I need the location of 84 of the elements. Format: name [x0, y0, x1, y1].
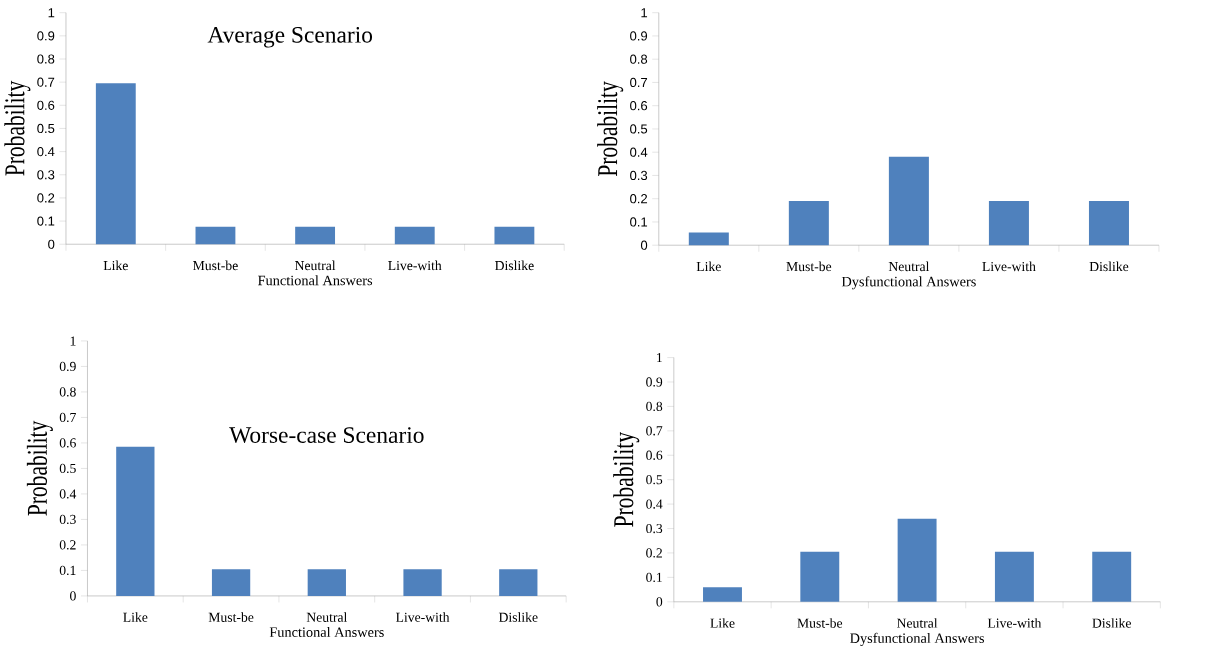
- y-tick-label: 0.3: [646, 523, 663, 533]
- y-tick-label: 0.3: [59, 514, 76, 524]
- y-tick-label: 0.8: [630, 54, 648, 64]
- x-tick-label: Neutral: [306, 612, 348, 622]
- y-axis-title: Probability: [26, 420, 53, 516]
- y-tick-label: 0.7: [630, 77, 648, 87]
- x-tick-label: Must-be: [797, 617, 843, 628]
- bar: [800, 551, 840, 602]
- y-tick-label: 0.8: [646, 401, 663, 411]
- y-tick-label: 0.5: [59, 463, 76, 473]
- y-tick-label: 0.1: [646, 572, 662, 582]
- x-tick-label: Like: [123, 612, 148, 622]
- y-tick-label: 0.5: [646, 474, 663, 485]
- x-tick-label: Dislike: [1089, 261, 1129, 271]
- bar: [1088, 200, 1129, 246]
- y-tick-label: 1: [70, 336, 76, 346]
- bar: [988, 200, 1029, 246]
- x-tick-label: Live-with: [388, 260, 442, 271]
- y-tick-label: 0.7: [37, 77, 55, 87]
- y-axis-title: Probability: [597, 81, 624, 176]
- x-tick-label: Live-with: [395, 612, 450, 622]
- x-tick-label: Like: [710, 617, 735, 628]
- y-tick-label: 0.4: [646, 499, 663, 509]
- x-tick-label: Dislike: [495, 260, 534, 271]
- y-tick-label: 0.7: [646, 426, 663, 436]
- x-tick-label: Must-be: [208, 612, 254, 622]
- bar: [688, 232, 729, 246]
- x-tick-label: Must-be: [786, 261, 832, 271]
- text: Worse-case Scenario: [229, 427, 424, 443]
- y-tick-label: 1: [657, 352, 662, 362]
- y-tick-label: 0.1: [37, 216, 55, 226]
- y-tick-label: 0: [640, 240, 648, 250]
- bar: [788, 200, 829, 246]
- y-tick-label: 0.9: [59, 361, 76, 371]
- y-tick-label: 0: [656, 597, 663, 607]
- x-tick-label: Dislike: [1092, 617, 1131, 628]
- y-tick-label: 0.2: [630, 193, 648, 204]
- y-tick-label: 0.6: [59, 438, 76, 448]
- y-tick-label: 0.1: [59, 565, 76, 575]
- bar: [888, 156, 929, 246]
- y-tick-label: 1: [641, 8, 648, 18]
- y-tick-label: 0.4: [59, 489, 77, 499]
- y-tick-label: 0.6: [37, 100, 55, 110]
- y-tick-label: 0.2: [59, 540, 76, 550]
- text: Average Scenario: [207, 26, 373, 48]
- x-tick-label: Like: [696, 261, 721, 271]
- x-axis-title: Dysfunctional Answers: [850, 632, 984, 646]
- y-tick-label: 0.9: [630, 31, 648, 41]
- bar: [897, 518, 937, 602]
- y-tick-label: 0.5: [37, 123, 55, 133]
- y-tick-label: 0.2: [37, 193, 55, 203]
- x-tick-label: Dislike: [498, 612, 538, 622]
- bar: [1092, 551, 1132, 602]
- y-tick-label: 0.9: [646, 377, 663, 387]
- y-tick-label: 0.2: [646, 548, 662, 558]
- y-tick-label: 0: [48, 239, 55, 249]
- x-axis-title: Functional Answers: [258, 275, 373, 286]
- y-tick-label: 0.8: [59, 387, 76, 397]
- y-tick-label: 0.4: [37, 146, 55, 157]
- y-tick-label: 0.1: [630, 217, 648, 227]
- x-tick-label: Live-with: [982, 261, 1036, 271]
- x-tick-label: Like: [103, 260, 128, 271]
- y-axis-title: Probability: [4, 80, 31, 176]
- bar: [703, 586, 742, 602]
- y-tick-label: 1: [48, 8, 55, 18]
- y-tick-label: 0.3: [630, 170, 648, 180]
- y-tick-label: 0.5: [630, 124, 648, 134]
- x-tick-label: Must-be: [193, 260, 238, 271]
- y-tick-label: 0.4: [630, 147, 648, 157]
- y-tick-label: 0.3: [37, 169, 55, 180]
- y-tick-label: 0.6: [630, 100, 648, 111]
- x-tick-label: Neutral: [888, 261, 930, 271]
- y-tick-label: 0.8: [37, 54, 55, 64]
- y-tick-label: 0: [70, 591, 76, 601]
- x-axis-title: Dysfunctional Answers: [841, 276, 976, 290]
- y-tick-label: 0.9: [37, 31, 55, 41]
- x-tick-label: Neutral: [294, 260, 336, 271]
- x-tick-label: Live-with: [987, 617, 1042, 628]
- y-tick-label: 0.6: [646, 450, 663, 460]
- y-tick-label: 0.7: [59, 412, 76, 422]
- x-tick-label: Neutral: [896, 617, 938, 628]
- x-axis-title: Functional Answers: [269, 626, 384, 637]
- bar: [994, 551, 1034, 602]
- y-axis-title: Probability: [613, 431, 640, 527]
